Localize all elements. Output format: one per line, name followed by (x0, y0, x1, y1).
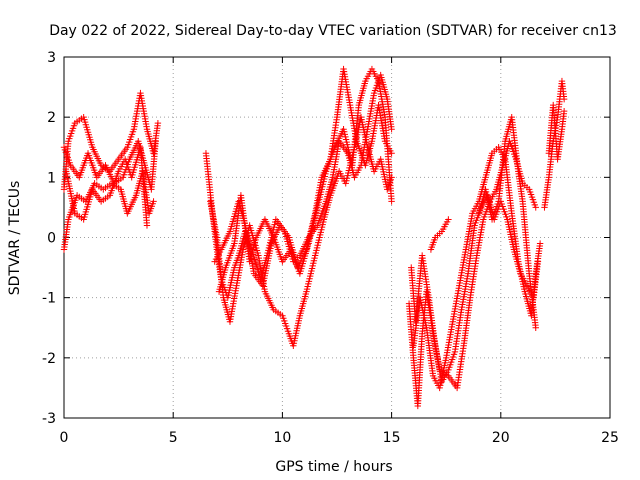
data-point (388, 150, 395, 157)
x-axis: 0 5 10 15 20 25 (60, 430, 619, 446)
x-tick-label: 25 (601, 430, 619, 446)
data-point (388, 198, 395, 205)
y-tick-label: -3 (42, 411, 56, 427)
x-tick-label: 5 (169, 430, 178, 446)
data-point (532, 324, 539, 331)
series-track-j (408, 192, 542, 386)
x-tick-label: 10 (273, 430, 291, 446)
series-track-n (545, 101, 568, 163)
y-axis-label: SDTVAR / TECUs (7, 181, 23, 296)
y-axis: -3 -2 -1 0 1 2 3 (42, 50, 56, 427)
data-point (445, 216, 452, 223)
x-tick-label: 0 (60, 430, 69, 446)
y-tick-label: -2 (42, 351, 56, 367)
data-points (60, 65, 568, 410)
series-track-h (215, 65, 395, 295)
x-axis-label: GPS time / hours (275, 459, 392, 475)
data-point (150, 198, 157, 205)
y-tick-label: 1 (47, 170, 56, 186)
data-point (560, 95, 568, 103)
x-tick-label: 20 (492, 430, 510, 446)
series-track-k (410, 144, 544, 392)
chart-title: Day 022 of 2022, Sidereal Day-to-day VTE… (49, 23, 617, 39)
y-tick-label: 3 (47, 50, 56, 66)
data-point (536, 240, 544, 247)
data-point (143, 222, 151, 229)
y-tick-label: 0 (47, 231, 56, 247)
y-tick-label: -1 (42, 291, 56, 307)
x-tick-label: 15 (383, 430, 401, 446)
axis-ticks (63, 56, 611, 419)
data-point (560, 107, 568, 115)
series-track-l (427, 113, 539, 331)
data-point (388, 126, 395, 133)
data-point (154, 119, 162, 127)
data-point (532, 204, 539, 211)
series-track-d (62, 144, 151, 229)
data-point (152, 138, 159, 145)
series-track-b (60, 138, 159, 193)
y-tick-label: 2 (47, 110, 56, 126)
